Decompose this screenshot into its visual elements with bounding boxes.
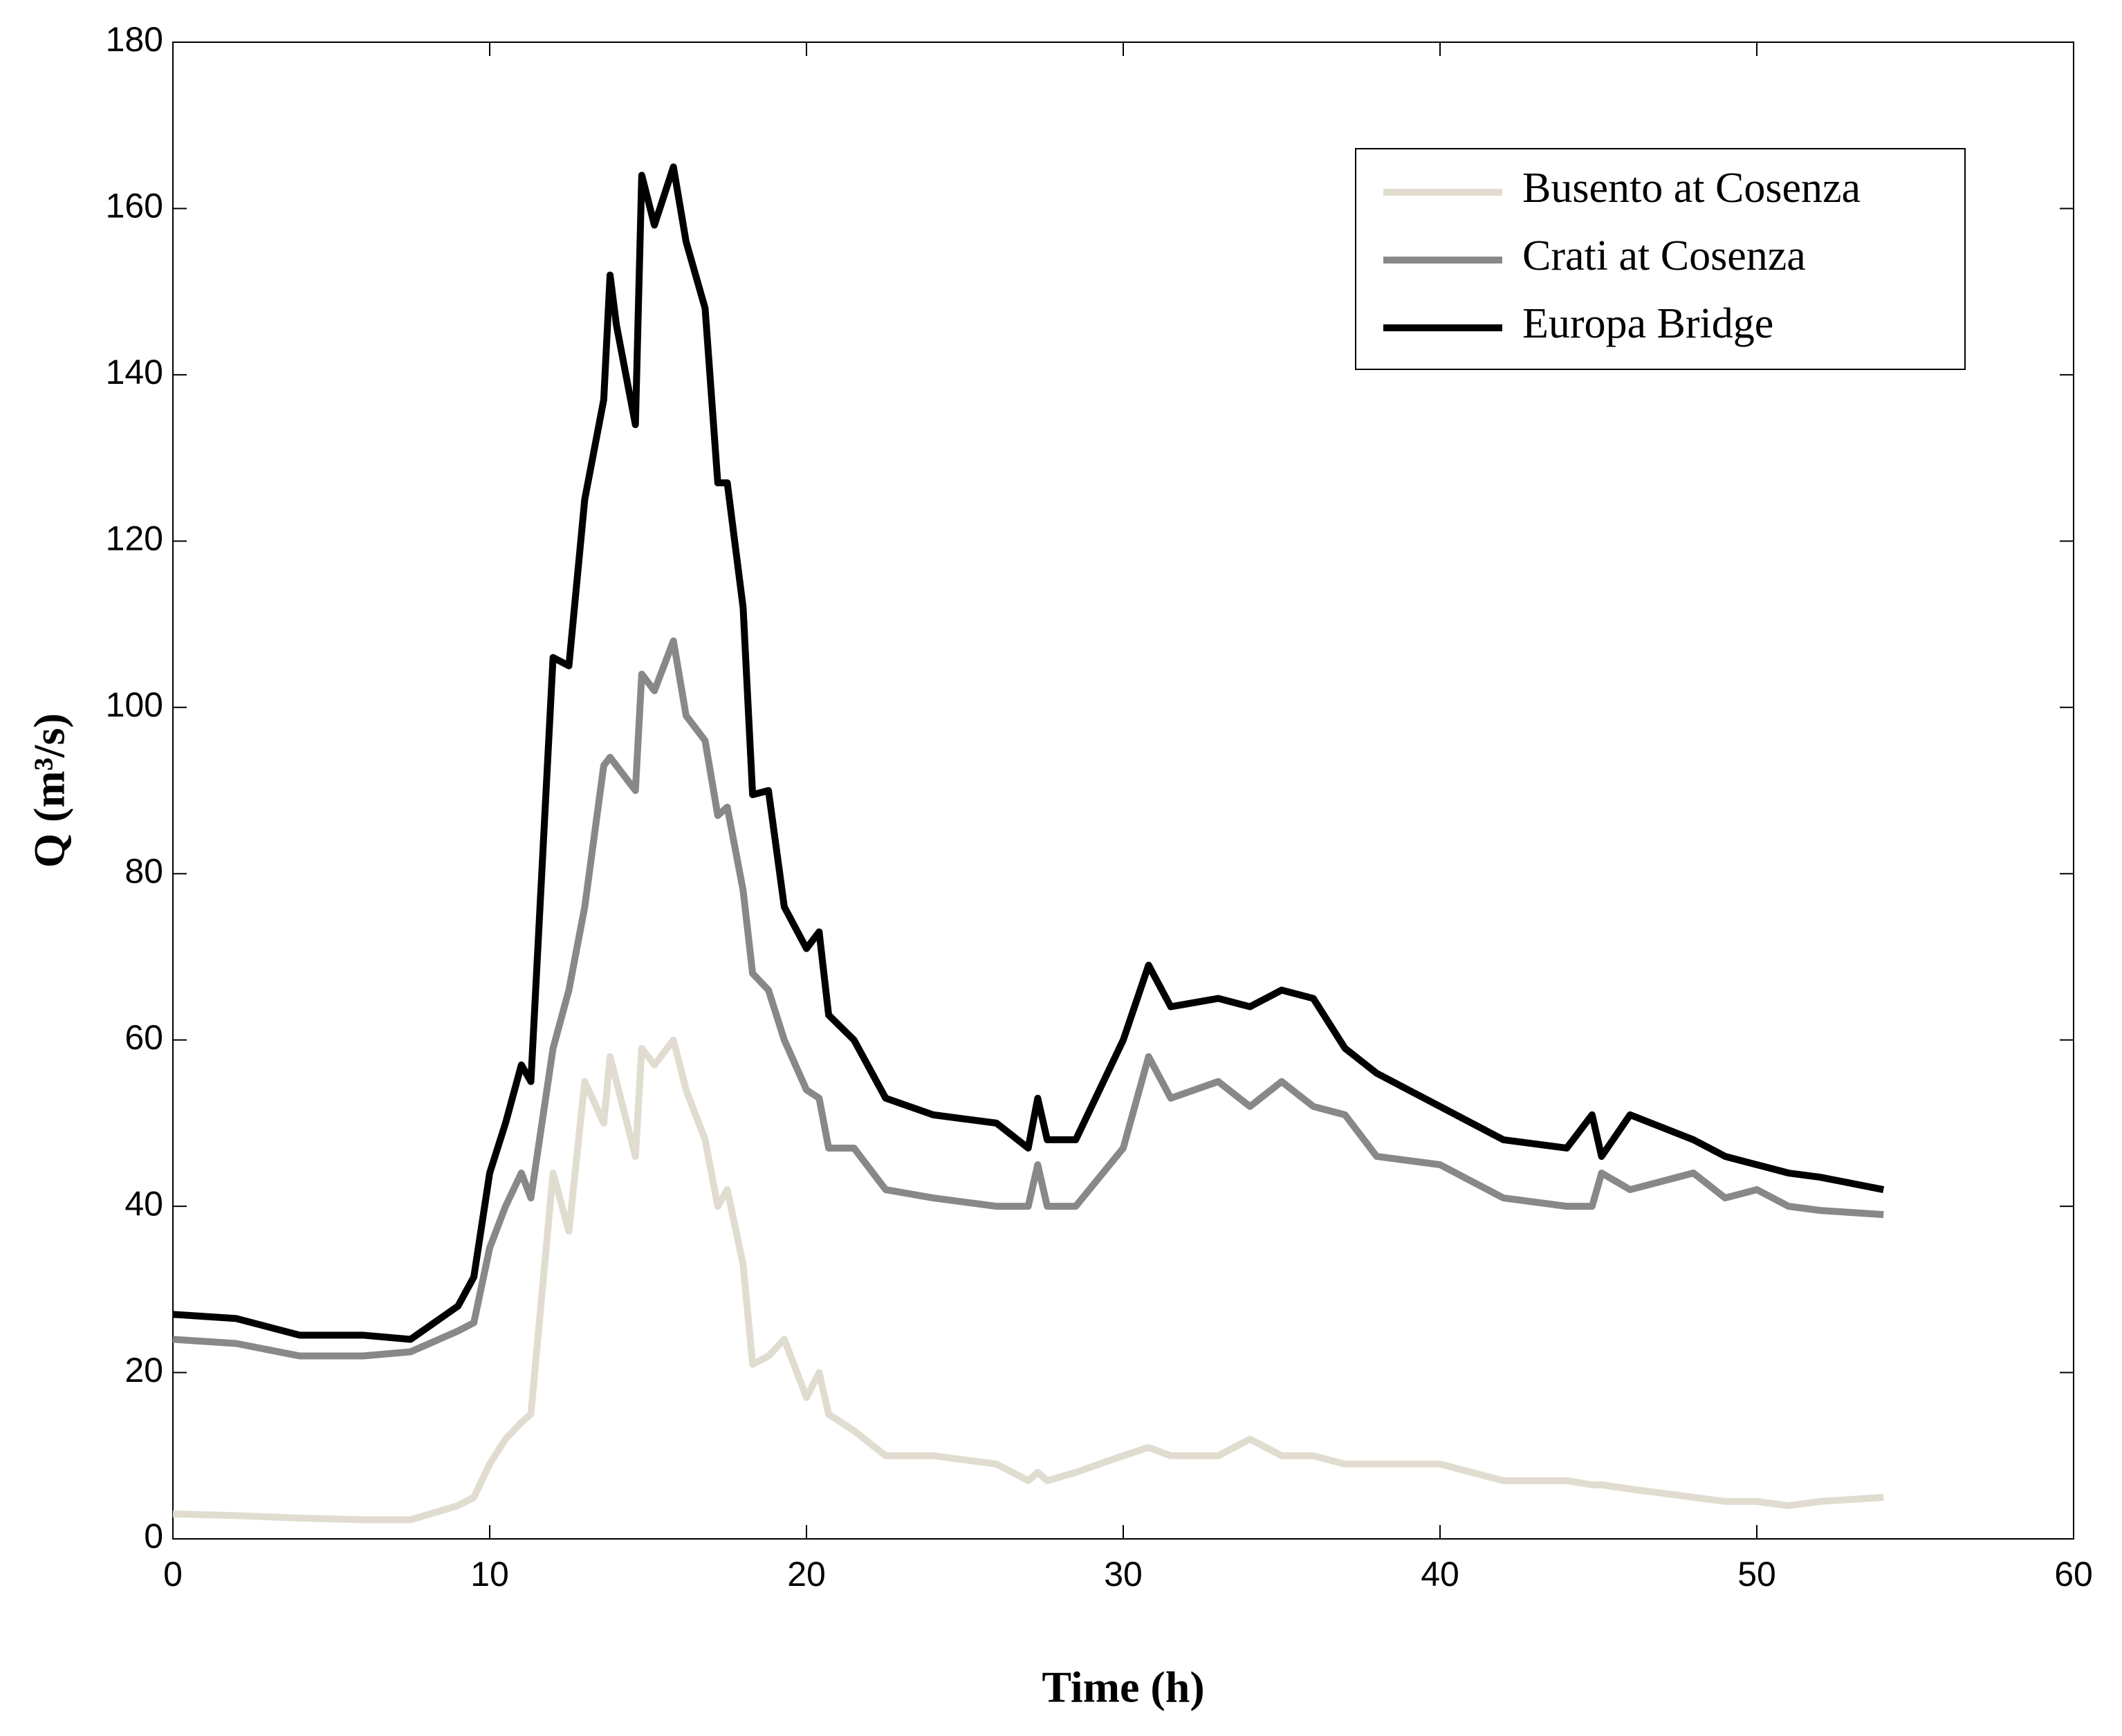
x-tick-label: 10 xyxy=(470,1555,509,1594)
x-axis-title: Time (h) xyxy=(1042,1663,1204,1712)
y-tick-label: 140 xyxy=(106,353,163,391)
y-axis-title: Q (m³/s) xyxy=(25,713,74,868)
y-tick-label: 120 xyxy=(106,519,163,558)
legend-label: Busento at Cosenza xyxy=(1522,165,1861,212)
x-tick-label: 50 xyxy=(1737,1555,1776,1594)
x-tick-label: 60 xyxy=(2054,1555,2093,1594)
y-tick-label: 60 xyxy=(124,1018,163,1057)
x-tick-label: 20 xyxy=(787,1555,826,1594)
x-tick-label: 0 xyxy=(163,1555,183,1594)
y-tick-label: 100 xyxy=(106,685,163,724)
legend-label: Crati at Cosenza xyxy=(1522,232,1806,279)
y-tick-label: 40 xyxy=(124,1184,163,1223)
x-tick-label: 30 xyxy=(1104,1555,1143,1594)
y-tick-label: 180 xyxy=(106,20,163,59)
series-line xyxy=(172,1036,1884,1524)
y-tick-label: 160 xyxy=(106,187,163,225)
legend-label: Europa Bridge xyxy=(1522,300,1773,347)
series-line xyxy=(172,163,1885,1343)
y-tick-label: 80 xyxy=(124,851,163,890)
y-tick-label: 0 xyxy=(144,1517,163,1555)
x-tick-label: 40 xyxy=(1421,1555,1459,1594)
y-tick-label: 20 xyxy=(124,1351,163,1389)
series-line xyxy=(172,637,1884,1360)
